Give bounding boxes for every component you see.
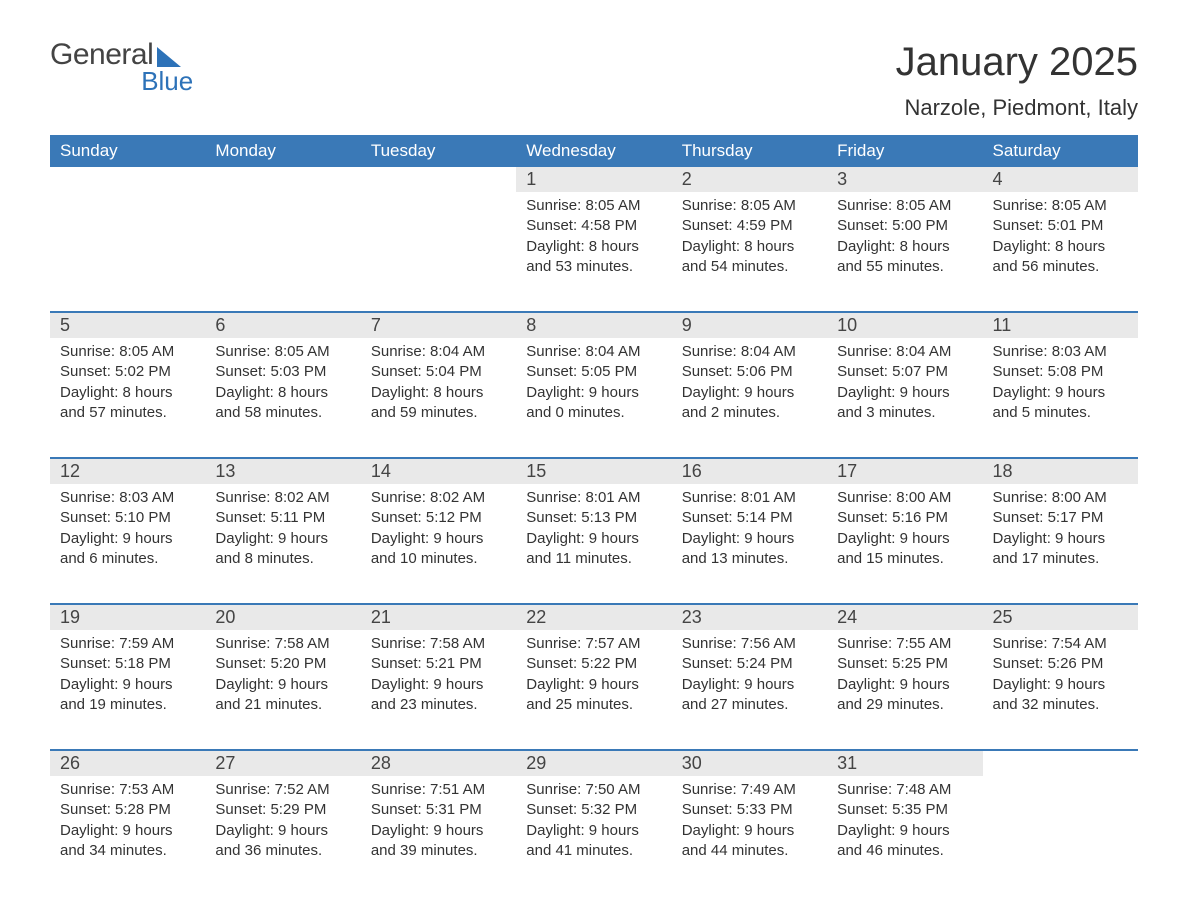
- day-content-cell: Sunrise: 8:03 AMSunset: 5:08 PMDaylight:…: [983, 338, 1138, 457]
- day-content-cell: Sunrise: 8:03 AMSunset: 5:10 PMDaylight:…: [50, 484, 205, 603]
- day-number-cell: 5: [50, 312, 205, 338]
- day-content-cell: Sunrise: 8:00 AMSunset: 5:17 PMDaylight:…: [983, 484, 1138, 603]
- day-content-cell: [983, 776, 1138, 895]
- day-content-cell: Sunrise: 7:58 AMSunset: 5:20 PMDaylight:…: [205, 630, 360, 749]
- day-header: Thursday: [672, 135, 827, 167]
- day-content-cell: Sunrise: 7:57 AMSunset: 5:22 PMDaylight:…: [516, 630, 671, 749]
- day-number-row: 262728293031: [50, 750, 1138, 776]
- day-content-cell: [205, 192, 360, 311]
- day-content-cell: Sunrise: 8:05 AMSunset: 5:00 PMDaylight:…: [827, 192, 982, 311]
- day-number-cell: [361, 167, 516, 192]
- day-number-row: 19202122232425: [50, 604, 1138, 630]
- day-number-cell: 2: [672, 167, 827, 192]
- day-number-cell: 13: [205, 458, 360, 484]
- day-content-cell: Sunrise: 8:01 AMSunset: 5:14 PMDaylight:…: [672, 484, 827, 603]
- day-header: Friday: [827, 135, 982, 167]
- day-content-cell: Sunrise: 7:51 AMSunset: 5:31 PMDaylight:…: [361, 776, 516, 895]
- logo-text-1: General: [50, 40, 153, 70]
- day-content-cell: Sunrise: 8:05 AMSunset: 4:59 PMDaylight:…: [672, 192, 827, 311]
- logo: General Blue: [50, 40, 181, 70]
- day-content-cell: Sunrise: 8:04 AMSunset: 5:04 PMDaylight:…: [361, 338, 516, 457]
- day-number-cell: 31: [827, 750, 982, 776]
- day-content-cell: Sunrise: 8:04 AMSunset: 5:05 PMDaylight:…: [516, 338, 671, 457]
- day-content-row: Sunrise: 7:53 AMSunset: 5:28 PMDaylight:…: [50, 776, 1138, 895]
- day-content-row: Sunrise: 8:05 AMSunset: 4:58 PMDaylight:…: [50, 192, 1138, 311]
- day-number-cell: 7: [361, 312, 516, 338]
- day-content-cell: Sunrise: 8:05 AMSunset: 5:03 PMDaylight:…: [205, 338, 360, 457]
- day-content-cell: Sunrise: 8:05 AMSunset: 4:58 PMDaylight:…: [516, 192, 671, 311]
- day-number-cell: 18: [983, 458, 1138, 484]
- day-number-row: 1234: [50, 167, 1138, 192]
- day-content-row: Sunrise: 8:03 AMSunset: 5:10 PMDaylight:…: [50, 484, 1138, 603]
- day-number-cell: 27: [205, 750, 360, 776]
- day-content-cell: Sunrise: 7:53 AMSunset: 5:28 PMDaylight:…: [50, 776, 205, 895]
- day-header: Wednesday: [516, 135, 671, 167]
- day-number-cell: [50, 167, 205, 192]
- day-header: Saturday: [983, 135, 1138, 167]
- day-number-row: 12131415161718: [50, 458, 1138, 484]
- day-number-cell: 24: [827, 604, 982, 630]
- day-number-cell: 6: [205, 312, 360, 338]
- day-content-cell: Sunrise: 8:02 AMSunset: 5:12 PMDaylight:…: [361, 484, 516, 603]
- day-number-cell: 9: [672, 312, 827, 338]
- day-number-cell: 11: [983, 312, 1138, 338]
- logo-text-2: Blue: [141, 68, 193, 94]
- day-number-cell: 21: [361, 604, 516, 630]
- logo-triangle-icon: [157, 47, 181, 67]
- day-number-cell: 10: [827, 312, 982, 338]
- day-content-cell: Sunrise: 7:58 AMSunset: 5:21 PMDaylight:…: [361, 630, 516, 749]
- page-title: January 2025: [896, 40, 1138, 85]
- day-number-cell: 12: [50, 458, 205, 484]
- day-number-cell: 4: [983, 167, 1138, 192]
- day-content-row: Sunrise: 7:59 AMSunset: 5:18 PMDaylight:…: [50, 630, 1138, 749]
- day-content-cell: [50, 192, 205, 311]
- day-number-cell: 1: [516, 167, 671, 192]
- day-header: Sunday: [50, 135, 205, 167]
- day-number-cell: 15: [516, 458, 671, 484]
- day-number-cell: 17: [827, 458, 982, 484]
- title-block: January 2025 Narzole, Piedmont, Italy: [896, 40, 1138, 121]
- day-content-cell: Sunrise: 8:04 AMSunset: 5:06 PMDaylight:…: [672, 338, 827, 457]
- day-content-cell: Sunrise: 7:48 AMSunset: 5:35 PMDaylight:…: [827, 776, 982, 895]
- day-number-cell: 14: [361, 458, 516, 484]
- day-content-cell: Sunrise: 7:56 AMSunset: 5:24 PMDaylight:…: [672, 630, 827, 749]
- day-content-cell: [361, 192, 516, 311]
- day-header: Monday: [205, 135, 360, 167]
- day-number-cell: 22: [516, 604, 671, 630]
- day-number-cell: 29: [516, 750, 671, 776]
- day-header-row: Sunday Monday Tuesday Wednesday Thursday…: [50, 135, 1138, 167]
- day-number-cell: 26: [50, 750, 205, 776]
- day-number-cell: 28: [361, 750, 516, 776]
- day-content-cell: Sunrise: 7:50 AMSunset: 5:32 PMDaylight:…: [516, 776, 671, 895]
- day-number-row: 567891011: [50, 312, 1138, 338]
- day-header: Tuesday: [361, 135, 516, 167]
- day-content-cell: Sunrise: 7:54 AMSunset: 5:26 PMDaylight:…: [983, 630, 1138, 749]
- day-content-cell: Sunrise: 8:05 AMSunset: 5:01 PMDaylight:…: [983, 192, 1138, 311]
- day-number-cell: 23: [672, 604, 827, 630]
- day-number-cell: 30: [672, 750, 827, 776]
- location-subtitle: Narzole, Piedmont, Italy: [896, 95, 1138, 121]
- day-number-cell: [983, 750, 1138, 776]
- day-content-row: Sunrise: 8:05 AMSunset: 5:02 PMDaylight:…: [50, 338, 1138, 457]
- day-number-cell: 8: [516, 312, 671, 338]
- day-content-cell: Sunrise: 8:00 AMSunset: 5:16 PMDaylight:…: [827, 484, 982, 603]
- day-content-cell: Sunrise: 7:55 AMSunset: 5:25 PMDaylight:…: [827, 630, 982, 749]
- day-content-cell: Sunrise: 8:02 AMSunset: 5:11 PMDaylight:…: [205, 484, 360, 603]
- header: General Blue January 2025 Narzole, Piedm…: [50, 40, 1138, 121]
- day-content-cell: Sunrise: 8:04 AMSunset: 5:07 PMDaylight:…: [827, 338, 982, 457]
- day-content-cell: Sunrise: 8:05 AMSunset: 5:02 PMDaylight:…: [50, 338, 205, 457]
- day-number-cell: 20: [205, 604, 360, 630]
- day-content-cell: Sunrise: 7:49 AMSunset: 5:33 PMDaylight:…: [672, 776, 827, 895]
- day-content-cell: Sunrise: 7:59 AMSunset: 5:18 PMDaylight:…: [50, 630, 205, 749]
- day-content-cell: Sunrise: 7:52 AMSunset: 5:29 PMDaylight:…: [205, 776, 360, 895]
- day-content-cell: Sunrise: 8:01 AMSunset: 5:13 PMDaylight:…: [516, 484, 671, 603]
- day-number-cell: 19: [50, 604, 205, 630]
- day-number-cell: 25: [983, 604, 1138, 630]
- calendar-table: Sunday Monday Tuesday Wednesday Thursday…: [50, 135, 1138, 895]
- day-number-cell: 3: [827, 167, 982, 192]
- day-number-cell: [205, 167, 360, 192]
- day-number-cell: 16: [672, 458, 827, 484]
